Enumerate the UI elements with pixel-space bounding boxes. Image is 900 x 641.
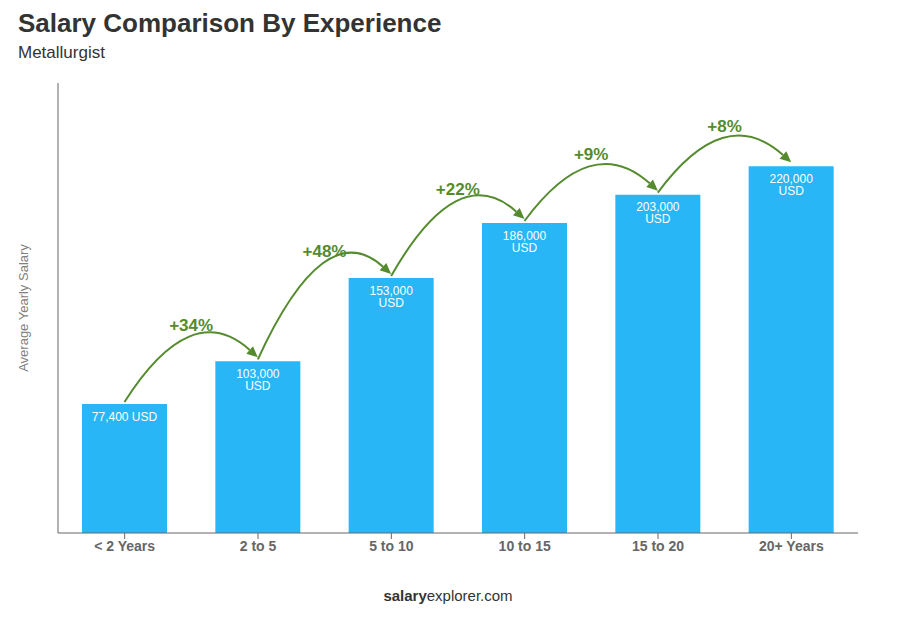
svg-text:15 to 20: 15 to 20 xyxy=(632,538,684,554)
svg-text:220,000USD: 220,000USD xyxy=(769,172,813,198)
html-text:salary explorer.com: salary explorer.com xyxy=(383,587,513,604)
svg-text:77,400 USD: 77,400 USD xyxy=(92,410,158,424)
svg-text:10 to 15: 10 to 15 xyxy=(499,538,551,554)
html-text:Metallurgist: Metallurgist xyxy=(18,43,105,62)
html-text:Salary Comparison By Experienc: Salary Comparison By Experience xyxy=(18,8,442,38)
svg-text:2 to 5: 2 to 5 xyxy=(240,538,277,554)
svg-text:5 to 10: 5 to 10 xyxy=(369,538,414,554)
svg-text:+8%: +8% xyxy=(707,117,742,136)
svg-text:+22%: +22% xyxy=(436,180,480,199)
svg-text:186,000USD: 186,000USD xyxy=(503,229,547,255)
svg-text:20+ Years: 20+ Years xyxy=(759,538,824,554)
svg-text:+9%: +9% xyxy=(574,145,609,164)
svg-text:Average Yearly Salary: Average Yearly Salary xyxy=(16,244,31,372)
svg-text:+34%: +34% xyxy=(169,316,213,335)
svg-text:153,000USD: 153,000USD xyxy=(369,284,413,310)
svg-text:< 2 Years: < 2 Years xyxy=(94,538,155,554)
svg-text:+48%: +48% xyxy=(303,242,347,261)
svg-text:103,000USD: 103,000USD xyxy=(236,367,280,393)
svg-text:203,000USD: 203,000USD xyxy=(636,200,680,226)
